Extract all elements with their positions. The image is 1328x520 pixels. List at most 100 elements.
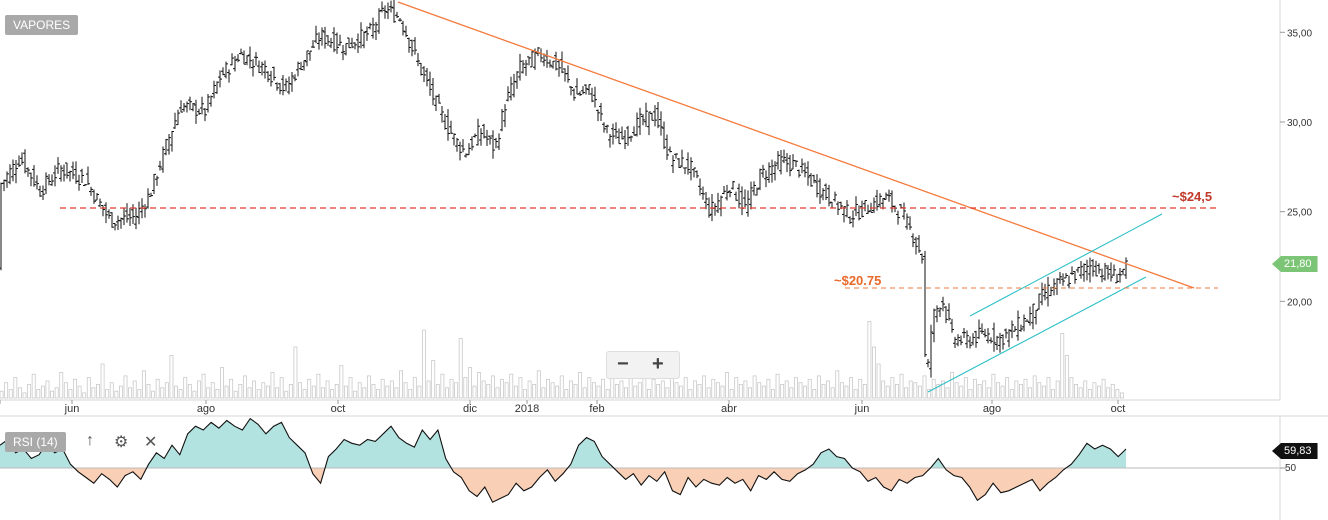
- volume-bar: [224, 385, 229, 399]
- volume-bar: [867, 321, 872, 399]
- volume-bar: [858, 378, 863, 399]
- volume-bar: [27, 383, 32, 399]
- volume-bar: [853, 389, 858, 399]
- volume-bar: [536, 370, 541, 399]
- volume-bar: [619, 380, 624, 399]
- volume-bar: [504, 382, 509, 399]
- volume-bar: [256, 389, 261, 399]
- y-tick-label: 35,00: [1287, 28, 1312, 39]
- volume-bar: [973, 378, 977, 399]
- volume-bar: [343, 385, 348, 399]
- volume-bar: [151, 390, 156, 399]
- volume-bar: [917, 385, 922, 399]
- volume-bar: [1018, 383, 1023, 399]
- volume-bar: [215, 389, 220, 399]
- volume-bar: [389, 380, 394, 399]
- volume-bar: [408, 389, 413, 399]
- volume-bar: [440, 373, 445, 399]
- volume-bar: [486, 383, 491, 399]
- volume-bar: [729, 389, 734, 399]
- channel-lower-line[interactable]: [927, 276, 1147, 393]
- volume-bar: [816, 375, 821, 399]
- volume-bar: [284, 390, 289, 399]
- volume-bar: [996, 382, 1000, 399]
- volume-histogram: [0, 321, 1124, 399]
- volume-bar: [261, 382, 266, 399]
- volume-bar: [164, 382, 169, 399]
- volume-bar: [761, 385, 766, 399]
- volume-bar: [706, 387, 711, 399]
- volume-bar: [651, 378, 656, 399]
- volume-bar: [738, 383, 743, 399]
- last-price-tag: 21,80: [1272, 256, 1318, 272]
- volume-bar: [220, 366, 224, 399]
- symbol-badge[interactable]: VAPORES: [5, 15, 79, 35]
- volume-bar: [1023, 378, 1028, 399]
- volume-bar: [1097, 385, 1101, 399]
- annotation-24-5: ~$24,5: [1172, 189, 1212, 204]
- rsi-line: [0, 417, 1127, 503]
- resistance-downtrend-line[interactable]: [397, 1, 1195, 289]
- volume-bar: [647, 389, 651, 399]
- volume-bar: [688, 389, 693, 399]
- volume-bar: [757, 382, 762, 399]
- volume-bar: [307, 378, 312, 399]
- volume-bar: [229, 378, 234, 399]
- volume-bar: [527, 380, 532, 399]
- volume-bar: [467, 366, 472, 399]
- volume-bar: [169, 355, 174, 399]
- volume-bar: [1014, 380, 1019, 399]
- volume-bar: [270, 372, 275, 399]
- volume-bar: [472, 385, 477, 399]
- zoom-out-button[interactable]: −: [617, 353, 629, 375]
- volume-bar: [40, 385, 45, 399]
- volume-bar: [803, 385, 808, 399]
- volume-bar: [904, 387, 909, 399]
- volume-bar: [605, 389, 610, 399]
- price-axis: 35,00 30,00 25,00 20,00: [1279, 0, 1312, 400]
- zoom-in-button[interactable]: +: [652, 353, 664, 375]
- volume-bar: [1051, 389, 1056, 399]
- volume-bar: [922, 375, 927, 399]
- volume-bar: [500, 378, 505, 399]
- volume-bar: [54, 387, 59, 399]
- volume-bar: [578, 372, 583, 399]
- volume-bar: [766, 378, 771, 399]
- rsi-label[interactable]: RSI (14): [5, 432, 66, 452]
- volume-bar: [1046, 377, 1051, 399]
- volume-bar: [302, 389, 307, 399]
- channel-upper-line[interactable]: [969, 213, 1163, 317]
- close-icon[interactable]: ✕: [144, 434, 158, 451]
- volume-bar: [986, 387, 991, 399]
- volume-bar: [895, 383, 899, 399]
- volume-bar: [582, 387, 587, 399]
- volume-bar: [807, 378, 812, 399]
- volume-bar: [86, 377, 91, 399]
- volume-bar: [793, 377, 798, 399]
- x-tick-label: oct: [1111, 403, 1126, 415]
- volume-bar: [908, 380, 913, 399]
- volume-bar: [692, 380, 697, 399]
- time-axis: abrjunagooctdic2018febabrjunagooct: [0, 400, 1125, 415]
- volume-bar: [316, 373, 321, 399]
- settings-gear-icon[interactable]: ⚙: [114, 434, 129, 451]
- move-up-icon[interactable]: ↑: [86, 432, 94, 449]
- volume-bar: [835, 370, 840, 399]
- volume-bar: [183, 377, 188, 399]
- volume-bar: [656, 383, 661, 399]
- volume-bar: [91, 387, 96, 399]
- volume-bar: [702, 375, 707, 399]
- volume-bar: [1005, 377, 1010, 399]
- volume-bar: [587, 377, 592, 399]
- volume-bar: [862, 383, 867, 399]
- volume-bar: [495, 387, 500, 399]
- volume-bar: [771, 389, 775, 399]
- volume-bar: [660, 380, 665, 399]
- trend-lines: [60, 1, 1218, 393]
- volume-bar: [4, 382, 9, 399]
- volume-bar: [403, 382, 408, 399]
- volume-bar: [233, 390, 238, 399]
- volume-bar: [715, 382, 720, 399]
- volume-bar: [380, 378, 385, 399]
- volume-bar: [1078, 387, 1083, 399]
